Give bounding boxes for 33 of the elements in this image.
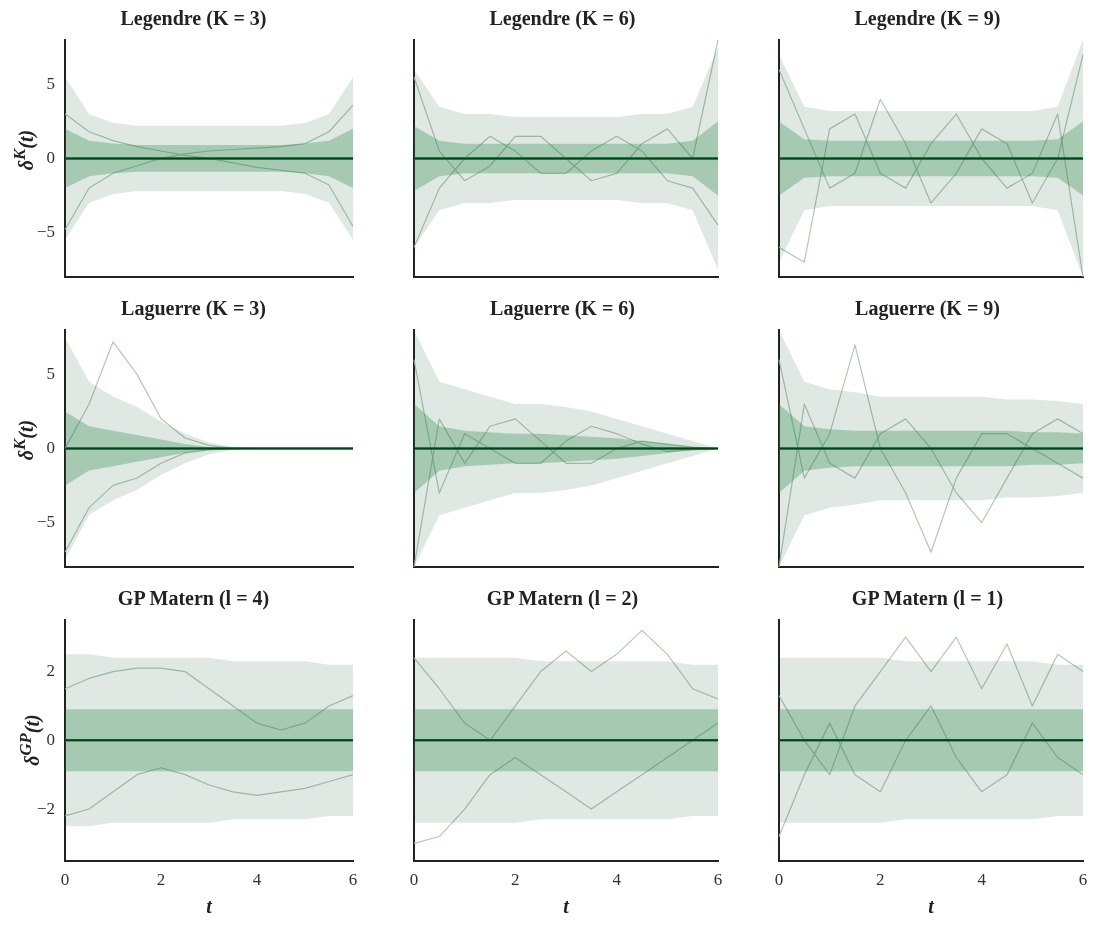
y-tick-label: 2 [46,661,56,681]
chart-title: Legendre (K = 9) [854,7,1001,31]
x-tick-label: 2 [511,870,520,890]
y-tick-label: 5 [46,363,56,383]
chart-title: Laguerre (K = 3) [121,297,266,321]
chart-title: Laguerre (K = 6) [490,297,635,321]
y-tick-label: 0 [46,437,56,457]
y-tick-label: 0 [46,147,56,167]
y-tick-label: 5 [46,73,56,93]
x-axis-title: t [206,895,214,918]
y-tick-label: −5 [36,511,56,531]
chart-title: Laguerre (K = 9) [855,297,1000,321]
x-tick-label: 6 [348,870,358,890]
x-tick-label: 0 [60,870,70,890]
y-tick-label: 0 [46,729,56,749]
chart-title: GP Matern (l = 4) [117,587,270,611]
x-tick-label: 6 [713,870,723,890]
x-tick-label: 6 [1078,870,1088,890]
x-tick-label: 4 [252,870,262,890]
x-tick-label: 2 [876,870,885,890]
chart-title: Legendre (K = 6) [489,7,636,31]
x-axis-title: t [928,895,936,918]
x-tick-label: 2 [156,870,166,890]
chart-title: GP Matern (l = 1) [851,587,1004,611]
x-tick-label: 4 [612,870,622,890]
chart-title: Legendre (K = 3) [120,7,267,31]
x-tick-label: 0 [409,870,419,890]
y-tick-label: −2 [36,798,56,818]
x-tick-label: 4 [977,870,987,890]
x-axis-title: t [563,895,571,918]
chart-title: GP Matern (l = 2) [486,587,639,611]
x-tick-label: 0 [774,870,784,890]
y-tick-label: −5 [36,221,56,241]
